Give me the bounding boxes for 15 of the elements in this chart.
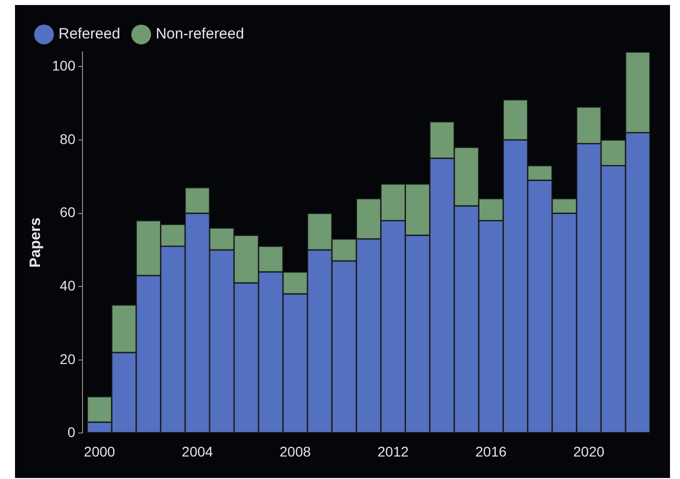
x-tick-label: 2020 <box>573 443 605 460</box>
x-tick-label: 2004 <box>182 443 214 460</box>
x-tick-label: 2016 <box>475 443 507 460</box>
y-tick-label: 20 <box>60 350 76 367</box>
y-tick-label: 100 <box>52 58 76 74</box>
y-tick-label: 40 <box>60 277 76 294</box>
x-tick-label: 2000 <box>84 443 116 460</box>
y-tick-label: 60 <box>60 204 76 220</box>
y-axis-title: Papers <box>27 218 44 268</box>
y-tick-label: 0 <box>68 424 76 440</box>
legend-label: Non-refereed <box>156 26 244 43</box>
x-tick-label: 2012 <box>378 443 409 460</box>
y-tick-label: 80 <box>60 130 76 147</box>
legend-label: Refereed <box>58 26 120 43</box>
x-tick-label: 2008 <box>280 443 312 460</box>
